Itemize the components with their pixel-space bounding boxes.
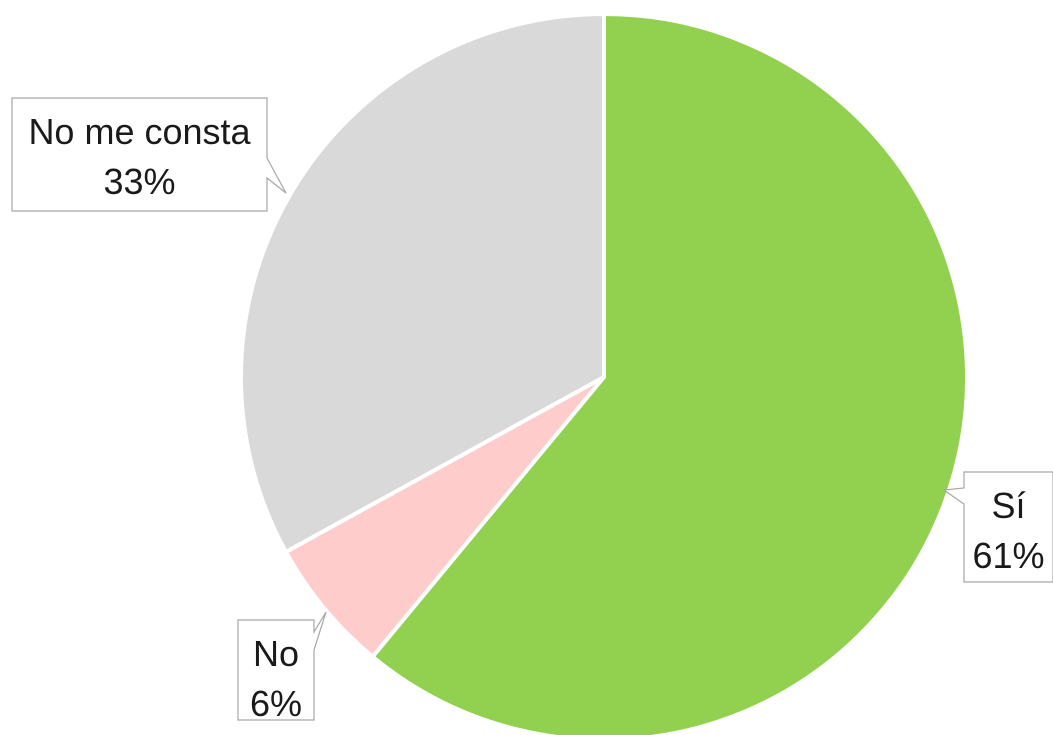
- callout-no: No 6%: [237, 611, 327, 724]
- callout-no-me-consta: No me consta 33%: [11, 97, 287, 212]
- pie-slice-no-me-consta: [239, 12, 606, 554]
- pie-slice-no: [283, 375, 606, 659]
- data-label-callouts: Sí 61% No 6% No me consta 33%: [11, 97, 1053, 724]
- callout-box: [237, 611, 327, 721]
- slice-value-label: 33%: [103, 161, 175, 202]
- slice-value-label: 6%: [250, 683, 302, 724]
- callout-box: [11, 97, 287, 212]
- slice-value-label: 61%: [972, 535, 1044, 576]
- callout-box: [942, 471, 1053, 583]
- slice-label: No me consta: [28, 111, 251, 152]
- slice-label: Sí: [991, 485, 1025, 526]
- slice-label: No: [253, 633, 299, 674]
- pie-slices: [239, 12, 969, 735]
- callout-si: Sí 61%: [942, 471, 1053, 583]
- pie-slice-si: [370, 12, 969, 735]
